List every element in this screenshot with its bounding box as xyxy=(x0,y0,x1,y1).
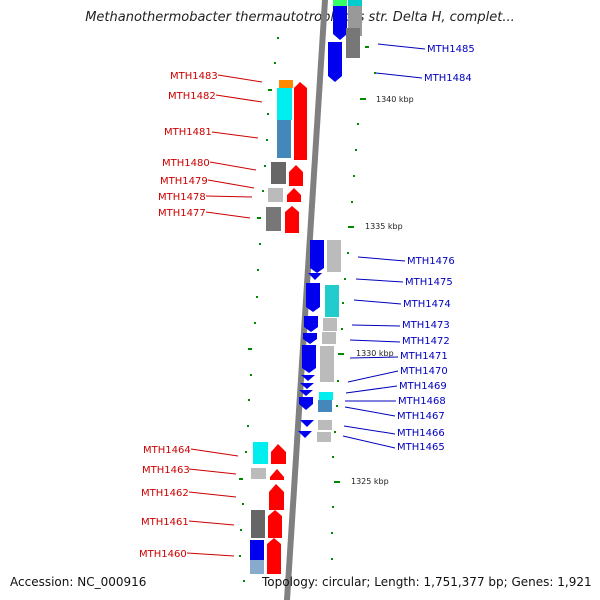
kbp-tick-1340: 1340 kbp xyxy=(376,95,414,104)
lower-forward-genes xyxy=(250,442,286,574)
gene-label-mth1470[interactable]: MTH1470 xyxy=(400,366,448,377)
gene-label-mth1482[interactable]: MTH1482 xyxy=(168,91,216,102)
gene-label-mth1476[interactable]: MTH1476 xyxy=(407,256,455,267)
gene-label-mth1483[interactable]: MTH1483 xyxy=(170,71,218,82)
topology-text: Topology: circular; Length: 1,751,377 bp… xyxy=(262,575,592,589)
gene-label-mth1484[interactable]: MTH1484 xyxy=(424,73,472,84)
kbp-tick-1335: 1335 kbp xyxy=(365,222,403,231)
gene-label-mth1460[interactable]: MTH1460 xyxy=(139,549,187,560)
right-ticks xyxy=(331,46,376,560)
gene-label-mth1474[interactable]: MTH1474 xyxy=(403,299,451,310)
top-reverse-genes xyxy=(328,0,362,82)
upper-forward-genes xyxy=(266,80,307,233)
gene-label-mth1465[interactable]: MTH1465 xyxy=(397,442,445,453)
left-ticks xyxy=(239,37,279,582)
gene-label-mth1461[interactable]: MTH1461 xyxy=(141,517,189,528)
gene-label-mth1475[interactable]: MTH1475 xyxy=(405,277,453,288)
gene-label-mth1463[interactable]: MTH1463 xyxy=(142,465,190,476)
gene-label-mth1478[interactable]: MTH1478 xyxy=(158,192,206,203)
gene-label-mth1464[interactable]: MTH1464 xyxy=(143,445,191,456)
left-gene-labels: MTH1483 MTH1482 MTH1481 MTH1480 MTH1479 … xyxy=(139,71,218,560)
gene-label-mth1472[interactable]: MTH1472 xyxy=(402,336,450,347)
gene-label-mth1473[interactable]: MTH1473 xyxy=(402,320,450,331)
gene-label-mth1477[interactable]: MTH1477 xyxy=(158,208,206,219)
gene-label-mth1481[interactable]: MTH1481 xyxy=(164,127,212,138)
middle-reverse-genes xyxy=(298,240,341,442)
gene-label-mth1480[interactable]: MTH1480 xyxy=(162,158,210,169)
gene-label-mth1479[interactable]: MTH1479 xyxy=(160,176,208,187)
right-leader-lines xyxy=(342,43,426,449)
gene-label-mth1471[interactable]: MTH1471 xyxy=(400,351,448,362)
accession-text: Accession: NC_000916 xyxy=(10,575,147,589)
gene-label-mth1466[interactable]: MTH1466 xyxy=(397,428,445,439)
gene-label-mth1485[interactable]: MTH1485 xyxy=(427,44,475,55)
gene-label-mth1467[interactable]: MTH1467 xyxy=(397,411,445,422)
gene-label-mth1462[interactable]: MTH1462 xyxy=(141,488,189,499)
kbp-tick-1330: 1330 kbp xyxy=(356,349,394,358)
left-leader-lines xyxy=(186,74,263,557)
kbp-tick-1325: 1325 kbp xyxy=(351,477,389,486)
map-title: Methanothermobacter thermautotrophicus s… xyxy=(85,10,515,25)
gene-label-mth1468[interactable]: MTH1468 xyxy=(398,396,446,407)
right-gene-labels: MTH1485 MTH1484 MTH1476 MTH1475 MTH1474 … xyxy=(397,44,475,453)
gene-label-mth1469[interactable]: MTH1469 xyxy=(399,381,447,392)
